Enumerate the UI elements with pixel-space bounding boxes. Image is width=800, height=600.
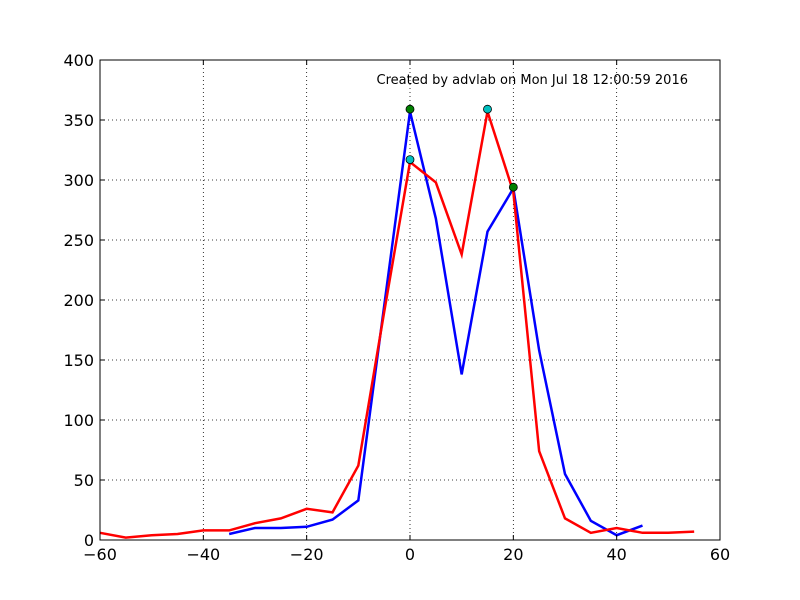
y-tick-label: 350 <box>63 111 94 130</box>
grid-lines <box>100 60 720 540</box>
x-tick-label: −20 <box>290 545 324 564</box>
peak-marker <box>405 104 415 114</box>
x-tick-label: 0 <box>405 545 415 564</box>
axis-ticks: −60 −40 −20 0 20 40 60 0 50 100 150 200 250 300 350 400 <box>63 51 730 564</box>
peak-markers <box>405 104 518 192</box>
y-tick-label: 300 <box>63 171 94 190</box>
y-tick-label: 50 <box>74 471 94 490</box>
y-tick-label: 100 <box>63 411 94 430</box>
y-tick-label: 250 <box>63 231 94 250</box>
creation-annotation: Created by advlab on Mon Jul 18 12:00:59… <box>377 73 689 88</box>
x-tick-label: 20 <box>503 545 523 564</box>
series-line-2 <box>99 111 695 539</box>
series-line-1 <box>228 111 643 537</box>
peak-marker <box>508 182 518 192</box>
x-tick-label: 60 <box>710 545 730 564</box>
y-tick-label: 0 <box>84 531 94 550</box>
peak-marker <box>483 104 492 114</box>
x-tick-label: −60 <box>83 545 117 564</box>
x-tick-label: −40 <box>186 545 220 564</box>
series-lines <box>99 111 695 539</box>
y-tick-label: 400 <box>63 51 94 70</box>
peak-marker <box>405 155 415 165</box>
x-tick-label: 40 <box>606 545 626 564</box>
y-tick-label: 200 <box>63 291 94 310</box>
y-tick-label: 150 <box>63 351 94 370</box>
